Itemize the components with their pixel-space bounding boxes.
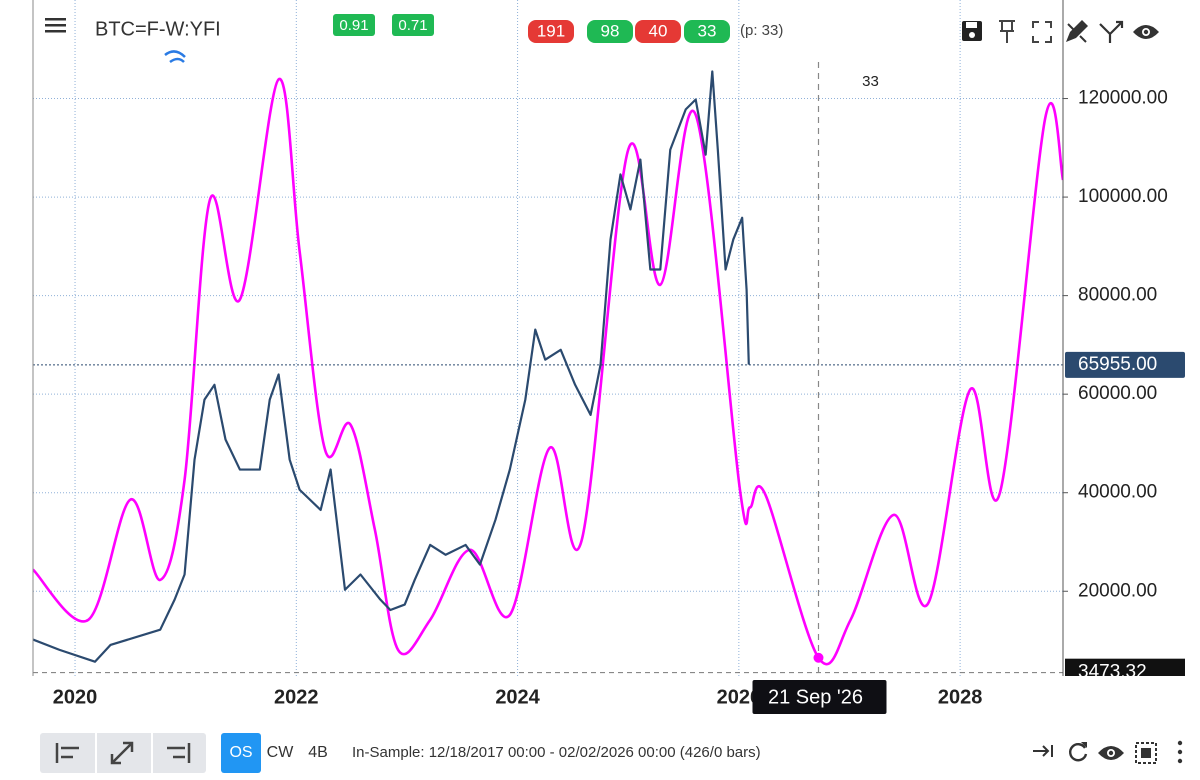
pin-icon[interactable] (999, 20, 1015, 43)
y-tick-label: 120000.00 (1078, 88, 1168, 109)
more-icon[interactable] (1177, 740, 1183, 764)
mode-label[interactable]: 4B (308, 744, 328, 761)
plot-area (33, 0, 1063, 676)
y-tick-label: 60000.00 (1078, 383, 1157, 404)
handwritten-mark (164, 50, 186, 64)
mode-button-active[interactable] (221, 733, 261, 773)
expand-button[interactable] (110, 741, 134, 765)
icon-shape (1108, 750, 1114, 756)
icon-shape (1177, 740, 1183, 746)
icon-shape (1177, 749, 1183, 755)
count-badge (684, 20, 730, 43)
save-icon[interactable] (962, 21, 982, 41)
icon-shape (167, 743, 191, 763)
count-badge-label: 98 (601, 21, 620, 40)
menu-bar (45, 24, 66, 27)
menu-bar (45, 18, 66, 21)
crosshair-count: 33 (862, 73, 879, 90)
y-tick-label: 80000.00 (1078, 285, 1157, 306)
x-tick-label: 2026 (717, 686, 762, 708)
status-text: In-Sample: 12/18/2017 00:00 - 02/02/2026… (352, 744, 761, 761)
icon-shape (1069, 743, 1088, 762)
min-price-label: 3473.32 (1078, 662, 1147, 683)
period-label: (p: 33) (740, 22, 783, 39)
icon-shape (1066, 20, 1088, 42)
last-price-box (1065, 351, 1185, 378)
icon-shape (966, 22, 977, 28)
eye-icon[interactable] (1098, 746, 1124, 760)
y-tick-label: 40000.00 (1078, 482, 1157, 503)
crosshair-point (813, 652, 824, 663)
mode-label[interactable]: CW (267, 744, 295, 761)
score-badge-label: 0.91 (339, 17, 368, 34)
icon-shape (1032, 21, 1052, 43)
indicator-icon[interactable] (1099, 20, 1124, 43)
mode-label: OS (229, 744, 252, 761)
projection-line (33, 78, 1063, 666)
icon-shape (55, 743, 79, 763)
align-left-button[interactable] (55, 743, 79, 763)
icon-shape (1141, 748, 1151, 758)
icon-shape (1067, 23, 1087, 43)
icon-shape (1081, 742, 1087, 748)
score-badge (392, 14, 434, 36)
symbol[interactable]: BTC=F-W:YFI (95, 18, 221, 40)
min-price-box (1065, 658, 1185, 676)
icon-shape (1177, 758, 1183, 764)
last-price-label: 65955.00 (1078, 354, 1157, 375)
count-badge (587, 20, 633, 43)
icon-shape (969, 32, 975, 38)
count-badge (635, 20, 681, 43)
bottom-toolbar: OS CW 4B In-Sample: 12/18/2017 00:00 - 0… (40, 733, 1183, 773)
min-price-tag: 3473.32 (1065, 658, 1185, 683)
icon-shape (999, 20, 1015, 43)
y-tick-label: 20000.00 (1078, 580, 1157, 601)
y-tick-label: 100000.00 (1078, 186, 1168, 207)
score-badge (333, 14, 375, 36)
goto-end-icon[interactable] (1033, 745, 1053, 757)
fullscreen-icon[interactable] (1032, 21, 1052, 43)
icon-shape (1135, 742, 1157, 764)
x-tick-label: 2028 (938, 686, 983, 708)
x-tick-label: 2022 (274, 686, 319, 708)
crosshair-date-box (752, 680, 887, 714)
price-axis: 20000.00 40000.00 60000.00 80000.00 100000.0… (1063, 88, 1185, 601)
crosshair-date-label: 21 Sep '26 (768, 686, 863, 708)
refresh-icon[interactable] (1069, 742, 1088, 762)
count-badge-label: 191 (537, 21, 565, 40)
price-line (33, 70, 750, 663)
count-badge-label: 33 (698, 21, 717, 40)
menu-bar (45, 30, 66, 33)
top-toolbar: BTC=F-W:YFI 0.91 0.71 191 98 40 33 (p: 33) (45, 14, 1159, 64)
icon-shape (1143, 29, 1149, 35)
icon-shape (1099, 20, 1124, 43)
draw-icon[interactable] (1066, 20, 1088, 43)
icon-shape (1033, 745, 1053, 757)
x-tick-label: 2024 (495, 686, 540, 708)
time-axis: 2020 2022 2024 2026 2028 (53, 686, 983, 708)
overlay: 33 21 Sep '26 (752, 62, 887, 714)
score-badge-label: 0.71 (398, 17, 427, 34)
badges: 0.91 0.71 191 98 40 33 (333, 14, 730, 43)
menu-button[interactable] (45, 18, 66, 33)
align-right-button[interactable] (167, 743, 191, 763)
count-badge (528, 20, 574, 43)
count-badge-label: 40 (649, 21, 668, 40)
visibility-icon[interactable] (1133, 25, 1159, 39)
select-icon[interactable] (1135, 742, 1157, 764)
x-tick-label: 2020 (53, 686, 98, 708)
icon-shape (110, 741, 134, 765)
